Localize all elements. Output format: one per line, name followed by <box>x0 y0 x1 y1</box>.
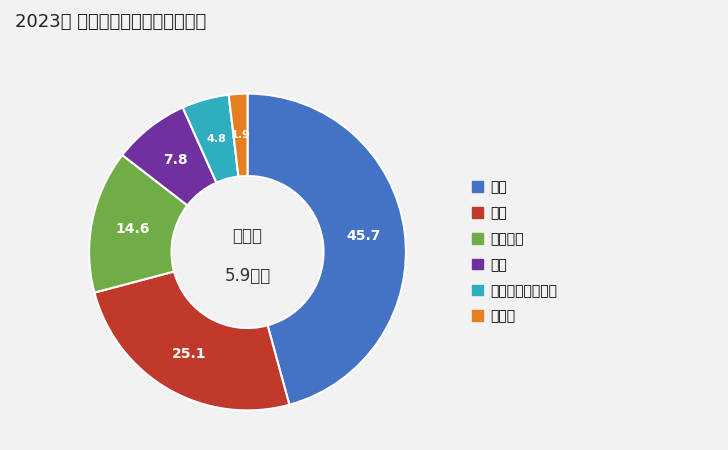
Wedge shape <box>183 95 239 183</box>
Text: 総　額: 総 額 <box>232 227 263 245</box>
Wedge shape <box>229 94 248 176</box>
Wedge shape <box>248 94 406 405</box>
Text: 14.6: 14.6 <box>116 222 150 236</box>
Text: 1.9: 1.9 <box>231 130 250 140</box>
Text: 45.7: 45.7 <box>347 230 381 243</box>
Text: 7.8: 7.8 <box>163 153 187 167</box>
Text: 4.8: 4.8 <box>206 134 226 144</box>
Text: 2023年 輸出相手国のシェア（％）: 2023年 輸出相手国のシェア（％） <box>15 14 206 32</box>
Wedge shape <box>122 108 216 206</box>
Wedge shape <box>89 155 187 292</box>
Text: 5.9億円: 5.9億円 <box>224 267 271 285</box>
Text: 25.1: 25.1 <box>172 346 206 360</box>
Wedge shape <box>95 271 289 410</box>
Legend: 米国, 中国, オランダ, 香港, アラブ首長国連邦, その他: 米国, 中国, オランダ, 香港, アラブ首長国連邦, その他 <box>472 180 558 324</box>
